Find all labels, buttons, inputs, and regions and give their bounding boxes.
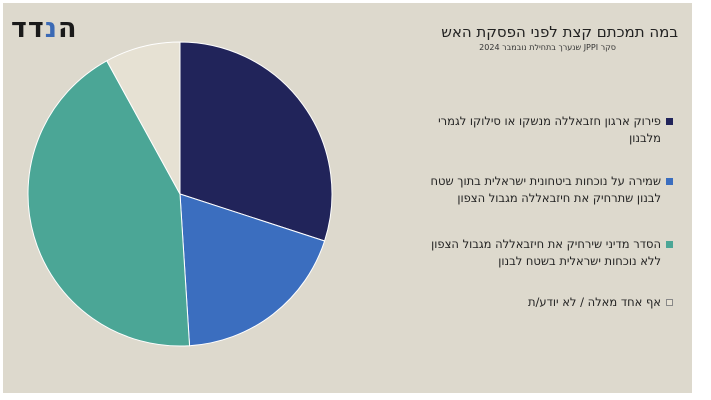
legend-item-4: אף אחד מאלה / לא יודע/ת — [413, 294, 673, 311]
logo: הנדד — [11, 13, 78, 44]
legend-item-2: שמירה על נוכחות ביטחונית ישראלית בתוך שט… — [413, 173, 673, 207]
pie-chart — [27, 41, 333, 347]
pie-slice-4 — [106, 41, 181, 195]
legend-label-2: שמירה על נוכחות ביטחונית ישראלית בתוך שט… — [430, 174, 661, 205]
legend-label-1: פירוק ארגון חזבאללה מנשקו או סילוקו לגמר… — [438, 114, 661, 145]
legend-item-1: פירוק ארגון חזבאללה מנשקו או סילוקו לגמר… — [413, 113, 673, 147]
chart-title: במה תמכתם קצת לפני הפסקת האש — [441, 23, 678, 41]
legend-swatch-1 — [666, 118, 673, 125]
legend-swatch-4 — [666, 299, 673, 306]
legend-swatch-3 — [666, 241, 673, 248]
legend-item-3: הסדר מדיני שירחיק את חיזבאללה מגבול הצפו… — [413, 236, 673, 270]
pie-slice-2 — [179, 193, 326, 347]
legend-swatch-2 — [666, 178, 673, 185]
logo-accent: נ — [44, 13, 58, 44]
legend-label-3: הסדר מדיני שירחיק את חיזבאללה מגבול הצפו… — [431, 237, 661, 268]
pie-slice-1 — [179, 41, 333, 242]
logo-tail: דד — [11, 13, 45, 44]
chart-subtitle: סקר JPPI שנערך בתחילת נובמבר 2024 — [479, 43, 616, 52]
logo-letter-he: ה — [57, 13, 78, 44]
pie-slice-3 — [27, 60, 191, 347]
chart-panel: הנדד במה תמכתם קצת לפני הפסקת האש סקר JP… — [3, 3, 692, 393]
legend-label-4: אף אחד מאלה / לא יודע/ת — [527, 295, 661, 309]
